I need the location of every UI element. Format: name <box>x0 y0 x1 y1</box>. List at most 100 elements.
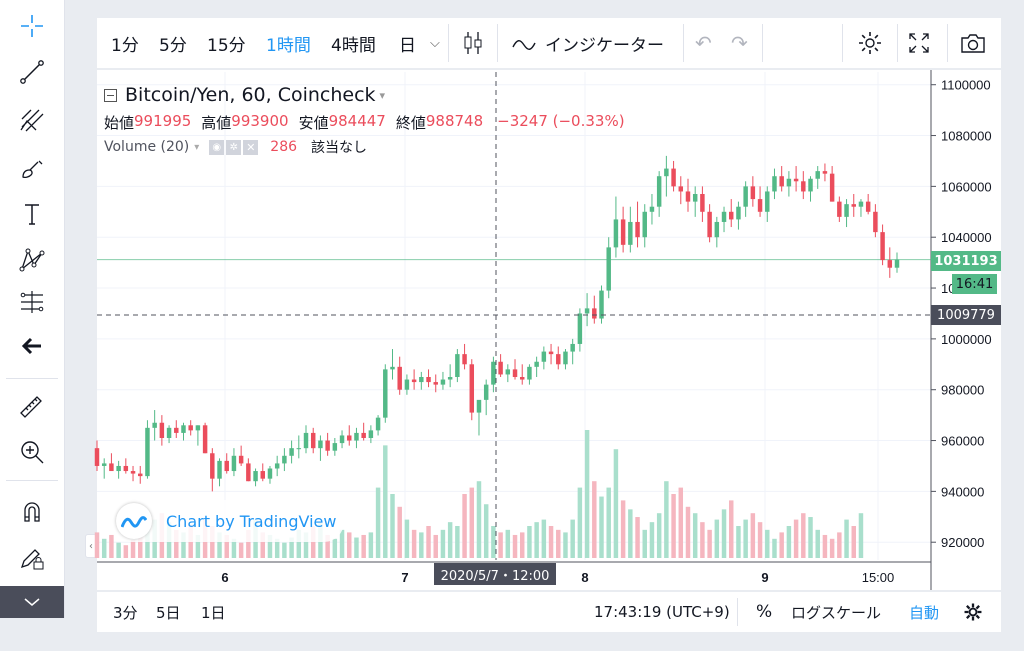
toolbar-divider <box>897 24 898 62</box>
symbol-dropdown-icon[interactable]: ▾ <box>379 88 386 102</box>
crosshair-tool[interactable] <box>0 4 64 48</box>
volume-bar <box>210 526 215 558</box>
volume-bar <box>332 538 338 558</box>
scale-settings-button[interactable] <box>963 592 983 632</box>
candles-icon <box>464 32 482 54</box>
timeframe-15m[interactable]: 15分 <box>207 35 246 56</box>
trendline-icon <box>20 60 44 84</box>
candle-body <box>570 343 575 352</box>
y-tick-label: 1000000 <box>941 332 992 347</box>
timeframe-4h[interactable]: 4時間 <box>331 35 376 56</box>
brush-tool[interactable] <box>0 146 64 190</box>
candle-body <box>635 221 640 238</box>
volume-label[interactable]: Volume (20) <box>104 139 190 155</box>
text-tool[interactable] <box>0 192 64 236</box>
collapse-legend-icon[interactable] <box>104 88 117 102</box>
volume-bar <box>289 537 294 558</box>
percent-scale-toggle[interactable]: % <box>756 602 773 622</box>
candle-body <box>750 186 756 200</box>
candle-body <box>671 168 676 187</box>
volume-bar <box>433 534 438 558</box>
log-scale-toggle[interactable]: ログスケール <box>791 603 882 622</box>
candle-body <box>159 422 165 438</box>
chevron-down-icon[interactable]: ⌵ <box>430 35 440 51</box>
volume-bar <box>238 542 244 558</box>
trendline-tool[interactable] <box>0 50 64 94</box>
volume-bar <box>801 513 806 558</box>
volume-bar <box>195 534 201 558</box>
volume-bar <box>700 522 705 558</box>
volume-bar <box>498 532 503 558</box>
timeframe-1d[interactable]: 日 <box>399 35 416 56</box>
auto-scale-toggle[interactable]: 自動 <box>909 603 940 622</box>
pattern-tool[interactable] <box>0 238 64 282</box>
indicators-button[interactable]: インジケーター <box>511 18 664 68</box>
volume-bar <box>130 540 136 558</box>
y-tick-label: 980000 <box>941 383 984 398</box>
candle-body <box>253 471 258 482</box>
volume-bar <box>858 513 864 558</box>
prediction-tool[interactable] <box>0 280 64 324</box>
candle-body <box>822 171 828 174</box>
y-tick-label: 1040000 <box>941 230 992 245</box>
range-3m[interactable]: 3分 <box>113 603 138 622</box>
volume-bar <box>455 526 460 558</box>
candle-body <box>527 366 532 380</box>
volume-bar <box>606 487 611 558</box>
volume-bar <box>570 519 575 558</box>
magnet-tool[interactable] <box>0 490 64 534</box>
x-tick-label: 15:00 <box>862 570 895 585</box>
candle-body <box>700 194 705 212</box>
symbol-title[interactable]: Bitcoin/Yen, 60, Coincheck <box>125 84 376 106</box>
tradingview-watermark[interactable]: Chart by TradingView <box>112 500 345 542</box>
volume-bar <box>260 532 265 558</box>
toolbar-divider <box>762 24 763 62</box>
zoom-tool[interactable] <box>0 430 64 474</box>
timeframe-1h[interactable]: 1時間 <box>266 35 311 56</box>
candle-body <box>606 247 611 291</box>
gear-icon[interactable]: ✲ <box>226 139 242 155</box>
clock-timezone[interactable]: 17:43:19 (UTC+9) <box>594 603 730 621</box>
change-value: −3247 (−0.33%) <box>497 112 625 130</box>
range-5d[interactable]: 5日 <box>156 603 181 622</box>
pitchfork-icon <box>20 109 44 132</box>
settings-button[interactable] <box>857 18 883 68</box>
volume-dropdown-icon[interactable]: ▾ <box>194 141 200 153</box>
fib-tool[interactable] <box>0 98 64 142</box>
timeframe-1m[interactable]: 1分 <box>111 35 139 56</box>
range-1d[interactable]: 1日 <box>201 603 226 622</box>
candle-body <box>310 432 316 449</box>
y-tick-label: 920000 <box>941 535 984 550</box>
volume-bar <box>476 481 482 558</box>
volume-bar <box>628 509 633 558</box>
volume-bar <box>548 526 554 558</box>
hide-toolbar-button[interactable] <box>0 324 64 368</box>
volume-bar <box>426 526 431 558</box>
close-icon[interactable]: ✕ <box>243 139 259 155</box>
volume-bar <box>620 500 626 558</box>
volume-bar <box>592 481 597 558</box>
chart-type-button[interactable] <box>461 18 485 68</box>
last-price-label: 1031193 <box>931 251 1001 271</box>
candle-body <box>174 427 179 433</box>
lock-icon <box>24 598 40 606</box>
x-tick-label: 9 <box>761 570 768 585</box>
screenshot-button[interactable] <box>959 18 987 68</box>
redo-button[interactable]: ↷ <box>731 18 748 68</box>
undo-button[interactable]: ↶ <box>695 18 712 68</box>
volume-bar <box>808 517 813 558</box>
text-icon <box>25 204 39 225</box>
lock-tool[interactable] <box>0 586 64 618</box>
ruler-tool[interactable] <box>0 384 64 428</box>
volume-bar <box>635 517 640 558</box>
volume-bar <box>368 532 374 558</box>
timeframe-5m[interactable]: 5分 <box>159 35 187 56</box>
y-tick-label: 940000 <box>941 484 984 499</box>
candle-body <box>404 379 410 390</box>
volume-bar <box>174 529 179 558</box>
eye-icon[interactable]: ◉ <box>209 139 225 155</box>
candle-body <box>880 232 885 261</box>
lock-drawings-tool[interactable] <box>0 536 64 580</box>
fullscreen-button[interactable] <box>907 18 931 68</box>
volume-bar <box>224 534 229 558</box>
